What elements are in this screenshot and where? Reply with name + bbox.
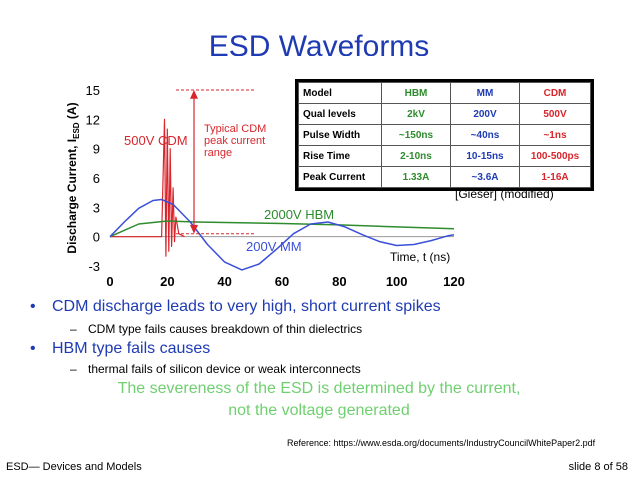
chart-series	[109, 118, 455, 271]
conclusion-line-1: The severeness of the ESD is determined …	[117, 380, 521, 397]
footer-right: slide 8 of 58	[568, 461, 628, 473]
x-tick-label: 120	[443, 274, 465, 289]
footer-left: ESD— Devices and Models	[6, 461, 142, 473]
bullet-2-text: HBM type fails causes	[52, 340, 211, 357]
x-tick-label: 60	[275, 274, 289, 289]
table-cell: 1-16A	[519, 166, 591, 188]
y-tick-label: 0	[93, 230, 100, 245]
table-cell: Rise Time	[298, 145, 382, 167]
table-cell: ~150ns	[381, 124, 451, 146]
table-row: Rise Time 2-10ns 10-15ns 100-500ps	[298, 145, 591, 167]
y-tick-label: 15	[86, 83, 100, 98]
table-cell: Qual levels	[298, 103, 382, 125]
table-cell: 1.33A	[381, 166, 451, 188]
series-line	[109, 220, 455, 238]
chart-axes: -3 0 3 6 9 12 15 0 20 40 60 80 100 120 Discharge Curre…	[65, 83, 465, 289]
series-line	[109, 198, 455, 271]
table-cell: 200V	[450, 103, 520, 125]
x-axis-label: Time, t (ns)	[390, 250, 450, 264]
table-header-cell: HBM	[381, 82, 451, 104]
hbm-series-label: 2000V HBM	[264, 207, 334, 222]
table-cell: ~40ns	[450, 124, 520, 146]
table-header-cell: Model	[298, 82, 382, 104]
x-tick-label: 80	[332, 274, 346, 289]
reference: Reference: https://www.esda.org/document…	[287, 438, 596, 448]
y-tick-label: 9	[93, 142, 100, 157]
table-cell: 2-10ns	[381, 145, 451, 167]
y-tick-label: 3	[93, 200, 100, 215]
bullet-2-sub: – thermal fails of silicon device or weak…	[70, 362, 361, 376]
bullet-1: • CDM discharge leads to very high, short…	[30, 298, 441, 315]
x-tick-label: 100	[386, 274, 408, 289]
peak-arrow-head-bottom	[190, 224, 198, 234]
table-cell: ~1ns	[519, 124, 591, 146]
table-row: Peak Current 1.33A ~3.6A 1-16A	[298, 166, 591, 188]
table-cell: 100-500ps	[519, 145, 591, 167]
waveform-chart: -3 0 3 6 9 12 15 0 20 40 60 80 100 120 Discharge Curre…	[65, 83, 465, 289]
table-header-cell: MM	[450, 82, 520, 104]
table-cell: 2kV	[381, 103, 451, 125]
table-row: Pulse Width ~150ns ~40ns ~1ns	[298, 124, 591, 146]
table-cell: ~3.6A	[450, 166, 520, 188]
title-clip: ESD Waveforms	[0, 30, 638, 56]
esd-model-table: Model HBM MM CDM Qual levels 2kV 200V 500V Pulse…	[295, 79, 594, 191]
table-header-cell: CDM	[519, 82, 591, 104]
bullet-2: • HBM type fails causes	[30, 340, 211, 357]
y-tick-label: 6	[93, 171, 100, 186]
table-cell: 10-15ns	[450, 145, 520, 167]
table-row: Qual levels 2kV 200V 500V	[298, 103, 591, 125]
bullet-2-sub-text: thermal fails of silicon device or weak …	[88, 362, 361, 376]
bullet-1-sub: – CDM type fails causes breakdown of thin…	[70, 322, 363, 336]
cdm-series-label: 500V CDM	[124, 133, 188, 148]
bullet-1-text: CDM discharge leads to very high, short …	[52, 298, 441, 315]
table-header-row: Model HBM MM CDM	[298, 82, 591, 104]
table-source: [Gieser] (modified)	[455, 187, 554, 201]
x-tick-label: 0	[106, 274, 113, 289]
table-cell: 500V	[519, 103, 591, 125]
bullet-1-sub-text: CDM type fails causes breakdown of thin …	[88, 322, 363, 336]
peak-arrow-head-top	[190, 90, 198, 99]
peak-range-label: Typical CDM peak current range	[204, 123, 266, 159]
chart-annotations: Typical CDM peak current range 500V CDM 2000…	[124, 89, 334, 254]
y-tick-label: 12	[86, 112, 100, 127]
mm-series-label: 200V MM	[246, 239, 302, 254]
x-tick-label: 20	[160, 274, 174, 289]
table-cell: Peak Current	[298, 166, 382, 188]
series-line	[110, 118, 185, 257]
slide-title: ESD Waveforms	[208, 30, 430, 56]
y-tick-label: -3	[88, 259, 100, 274]
x-tick-label: 40	[217, 274, 231, 289]
conclusion-line-2: not the voltage generated	[228, 402, 410, 419]
table-cell: Pulse Width	[298, 124, 382, 146]
y-axis-label: Discharge Current, IESD (A)	[65, 102, 81, 253]
